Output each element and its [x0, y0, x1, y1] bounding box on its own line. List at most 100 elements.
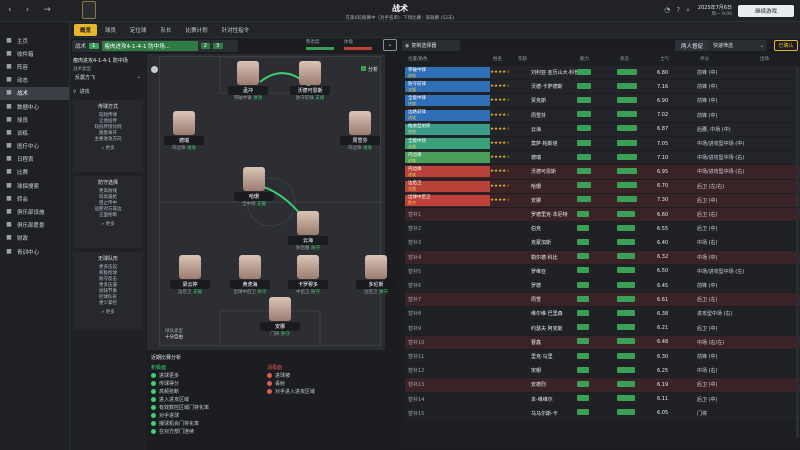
player-name[interactable]: 乌马尔斯·卡 [531, 410, 558, 417]
sidebar-item-10[interactable]: ■ 日程表 [0, 153, 69, 166]
scrollbar[interactable] [796, 68, 799, 438]
position-slot[interactable]: 边路前锋 进攻 [405, 109, 490, 121]
player-name[interactable]: 莫萨·帕斯塔 [531, 141, 558, 148]
selector-button[interactable]: ◉ 复制选择器 [402, 40, 460, 51]
sub-row[interactable]: 替补8 维尔维·巴里森 6.38 进攻型中场 (右) [405, 307, 800, 321]
sub-row[interactable]: 替补13 安德烈 6.19 后卫 (中) [405, 378, 800, 392]
sub-slot[interactable]: 替补14 [408, 396, 425, 403]
tab-4[interactable]: 队长 [160, 27, 172, 34]
two-person-button[interactable]: 两人督促 [675, 40, 710, 51]
sidebar-item-3[interactable]: ■ 阵容 [0, 60, 69, 73]
position-slot[interactable]: 推进型组织 进攻 [405, 123, 490, 135]
player-card[interactable]: 云海 防后腰 防守 [288, 211, 328, 251]
column-header[interactable]: 评分 [700, 56, 709, 62]
starter-row[interactable]: 边路前锋 进攻 ★★★★☆ 周雪芬 7.02 前锋 (中) [405, 108, 800, 122]
player-name[interactable]: 约瑟夫·阿克斯 [531, 325, 563, 332]
player-name[interactable]: 罗德 [531, 283, 542, 290]
sub-slot[interactable]: 替补3 [408, 240, 422, 247]
sub-slot[interactable]: 替补1 [408, 212, 422, 219]
player-name[interactable]: 里克·马里 [531, 354, 553, 361]
tactic-name[interactable]: 瘦肉进攻4-1-4-1 防中场... [101, 41, 198, 51]
tab-5[interactable]: 比赛计划 [185, 27, 208, 34]
dropdown-toggle[interactable]: ⌄ [383, 39, 397, 51]
sidebar-item-9[interactable]: ■ 医疗中心 [0, 140, 69, 153]
column-header[interactable]: 状态 [620, 56, 629, 62]
player-card[interactable]: 孟冲 突破中锋 进攻 [228, 61, 268, 101]
sub-row[interactable]: 替补11 里克·马里 6.30 前锋 (中) [405, 350, 800, 364]
sub-slot[interactable]: 替补8 [408, 311, 422, 318]
player-name[interactable]: 维尔维·巴里森 [531, 311, 563, 318]
tab-2[interactable]: 球员 [105, 27, 117, 34]
tactic-switcher[interactable]: 战术 1 瘦肉进攻4-1-4-1 防中场... 2 3 [72, 40, 238, 52]
sub-row[interactable]: 替补7 周雪 6.61 后卫 (左) [405, 293, 800, 307]
player-name[interactable]: 周雪 [531, 297, 542, 304]
more-button[interactable]: » 更多 [101, 222, 115, 227]
sub-row[interactable]: 替补6 罗德 6.45 前锋 (中) [405, 279, 800, 293]
player-card[interactable]: 梁云婷 边后卫 支援 [170, 255, 210, 295]
player-card[interactable]: 安娜 门将 防守 [260, 297, 300, 337]
sub-slot[interactable]: 替补10 [408, 339, 425, 346]
player-name[interactable]: 周雪芬 [531, 112, 547, 119]
player-name[interactable]: 伯克 [531, 226, 542, 233]
position-slot[interactable]: 突破中锋 进攻 [405, 67, 490, 79]
sidebar-item-12[interactable]: ■ 球探搜索 [0, 179, 69, 192]
player-name[interactable]: 宋朝 [531, 368, 542, 375]
player-name[interactable]: 安德烈 [531, 382, 547, 389]
player-card[interactable]: 周雪芬 内边锋 进攻 [340, 111, 380, 151]
sub-slot[interactable]: 替补9 [408, 325, 422, 332]
sidebar-item-16[interactable]: ■ 财政 [0, 232, 69, 245]
sidebar-item-4[interactable]: ■ 动态 [0, 74, 69, 87]
tactic-slot-1[interactable]: 1 [89, 43, 99, 49]
tab-1[interactable]: 概览 [74, 23, 98, 36]
position-slot[interactable]: 全能中锋 进攻 [405, 95, 490, 107]
sub-slot[interactable]: 替补11 [408, 354, 425, 361]
column-header[interactable]: 姓名 [493, 56, 502, 62]
defending-section[interactable]: 防守选择 更高防线 较高逼抢 阻止传中 迫使对方靠边 正面抢断 » 更多 [73, 176, 143, 248]
starter-row[interactable]: 全能中场 支援 ★★★★☆ 莫萨·帕斯塔 7.05 中场/进攻型中场 (中) [405, 137, 800, 151]
sub-row[interactable]: 替补10 曹鑫 6.48 中场 (右/左) [405, 335, 800, 349]
starter-row[interactable]: 内边锋 进攻 ★★★★☆ 沃德可恩斯 6.95 中场/进攻型中场 (右) [405, 165, 800, 179]
starter-row[interactable]: 全能中锋 进攻 ★★★★☆ 贾克斯 6.90 前锋 (中) [405, 94, 800, 108]
info-icon[interactable] [151, 66, 158, 73]
tactic-slot-3[interactable]: 3 [213, 43, 223, 49]
sub-slot[interactable]: 替补6 [408, 283, 422, 290]
column-header[interactable]: 位置/角色 [408, 56, 428, 62]
sub-row[interactable]: 替补15 乌马尔斯·卡 6.05 门将 [405, 406, 800, 420]
more-button[interactable]: » 更多 [101, 146, 115, 151]
sub-slot[interactable]: 替补13 [408, 382, 425, 389]
column-header[interactable]: 年龄 [518, 56, 527, 62]
sub-row[interactable]: 替补4 勒尔德·科比 6.32 中场 (中) [405, 250, 800, 264]
position-slot[interactable]: 边后卫 支援 [405, 180, 490, 192]
sidebar-item-1[interactable]: ■ 主页 [0, 34, 69, 47]
passing-section[interactable]: 传球方式 较短传球 让他投传 较低传接比例 随意离开 主要进攻方向 » 更多 [73, 100, 143, 172]
confirm-button[interactable]: 已确认 [774, 40, 798, 51]
sub-slot[interactable]: 替补7 [408, 297, 422, 304]
player-card[interactable]: 多伦斯 边后卫 防守 [356, 255, 396, 295]
sidebar-item-6[interactable]: ■ 数据中心 [0, 100, 69, 113]
sidebar-item-7[interactable]: ■ 球员 [0, 113, 69, 126]
player-card[interactable]: 哈珊 全中场 支援 [234, 167, 274, 207]
tactic-slot-2[interactable]: 2 [200, 43, 211, 49]
quick-select-dropdown[interactable]: 快速筛选 ⌄ [709, 40, 767, 51]
more-button[interactable]: » 更多 [101, 310, 115, 315]
back-icon[interactable]: ‹ [8, 5, 12, 15]
position-slot[interactable]: 内边锋 进攻 [405, 166, 490, 178]
player-name[interactable]: 克蒙加斯 [531, 240, 552, 247]
nav-arrow-icon[interactable]: → [43, 5, 51, 15]
player-name[interactable]: 刘利亚·亚历山大·科普斯 [531, 70, 577, 77]
sidebar-item-14[interactable]: ■ 俱乐部设施 [0, 205, 69, 218]
continue-button[interactable]: 继续游戏 [738, 5, 794, 17]
sub-slot[interactable]: 替补5 [408, 268, 422, 275]
sub-row[interactable]: 替补3 克蒙加斯 6.40 中场 (右) [405, 236, 800, 250]
sidebar-item-15[interactable]: ■ 俱乐部愿景 [0, 219, 69, 232]
bell-icon[interactable]: ◔ [664, 6, 671, 14]
starter-row[interactable]: 出球中后卫 防守 ★★★★☆ 安娜 7.30 后卫 (中) [405, 193, 800, 207]
player-name[interactable]: 罗维亚 [531, 268, 547, 275]
sub-row[interactable]: 替补1 罗德里克·本尼特 6.60 后卫 (右) [405, 208, 800, 222]
player-card[interactable]: 卡罗穆多 中后卫 防守 [288, 255, 328, 295]
starter-row[interactable]: 防守前锋 支援 ★★★★☆ 沃德·卡萨德斯 7.16 前锋 (中) [405, 80, 800, 94]
player-name[interactable]: 曹鑫 [531, 339, 542, 346]
sidebar-item-2[interactable]: ■ 收件箱 [0, 47, 69, 60]
out-of-possession-section[interactable]: 无球队形 更多压迫 积极抢球 防守反击 更多压逼 加快节奏 控球队形 更少掌控 » 更多 [73, 252, 143, 330]
